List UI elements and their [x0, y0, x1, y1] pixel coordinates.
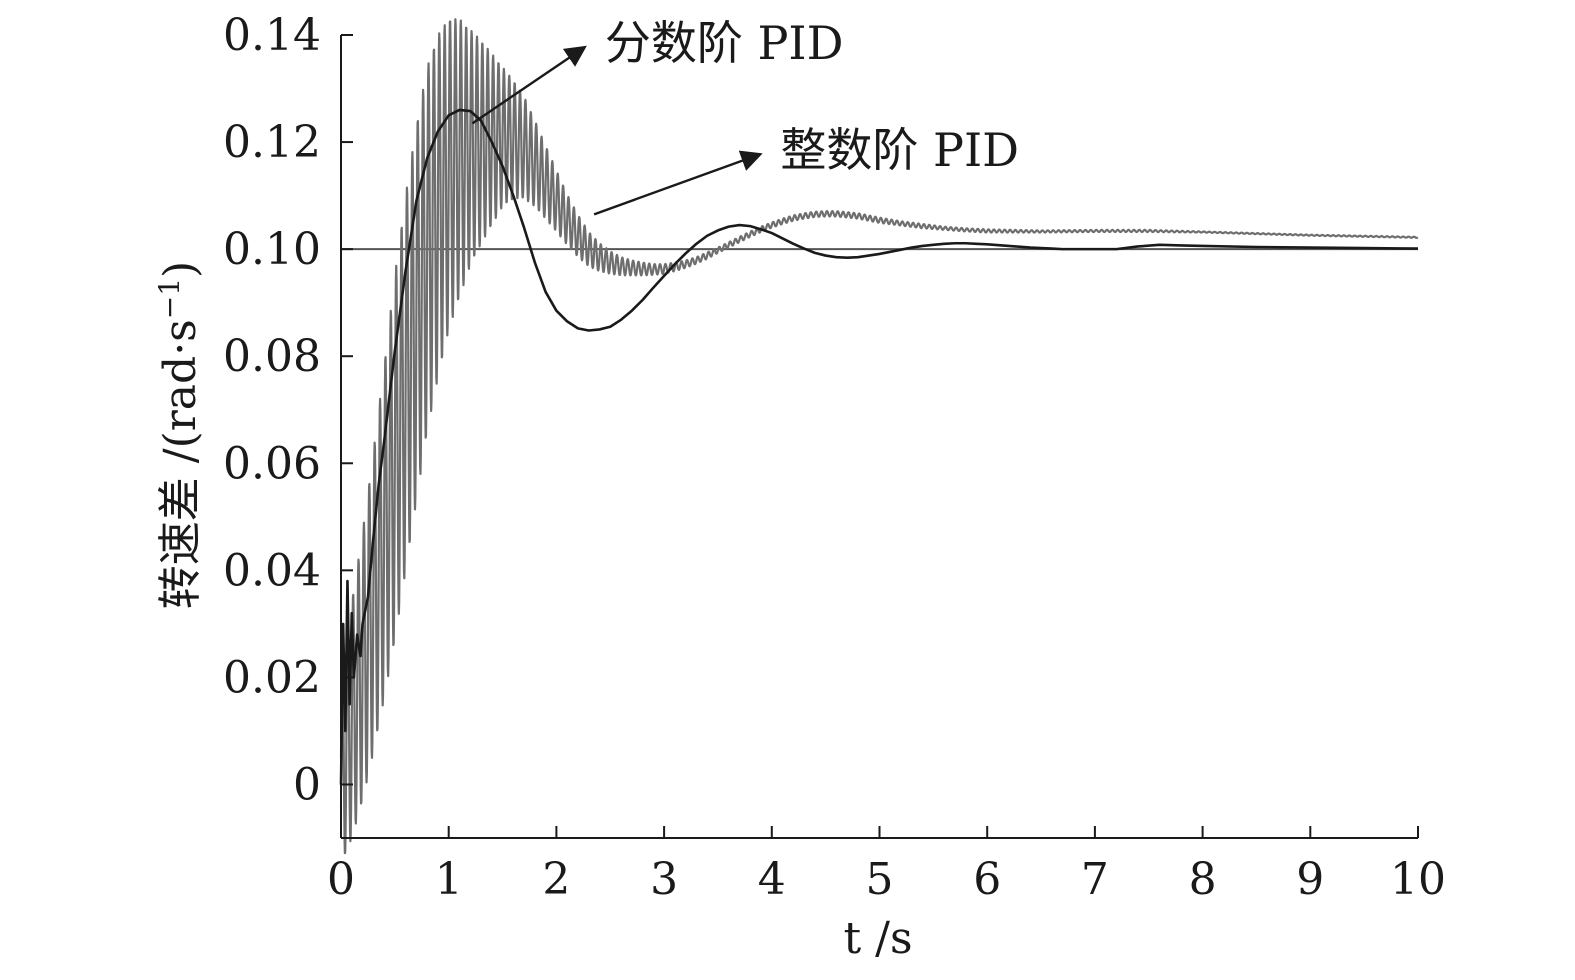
- x-tick-label: 5: [866, 854, 894, 905]
- y-axis-title: 转速差 /(rad·s−1): [153, 261, 206, 609]
- annotation-label: 分数阶 PID: [605, 16, 844, 70]
- x-tick-label: 0: [327, 854, 355, 905]
- y-axis-title-close: ): [155, 261, 206, 278]
- x-tick-label: 2: [542, 854, 570, 905]
- series-line-integer-order-pid: [339, 18, 1419, 855]
- y-tick-label: 0.02: [223, 652, 321, 703]
- y-tick-label: 0.12: [223, 117, 321, 168]
- annotation-label: 整数阶 PID: [780, 123, 1019, 177]
- x-axis: 0 1 2 3 4 5 6 7 8 9 10: [327, 826, 1446, 905]
- y-tick-label: 0.10: [223, 224, 321, 275]
- annotation-arrow: [471, 45, 587, 125]
- x-tick-label: 8: [1189, 854, 1217, 905]
- annotation-arrow: [593, 150, 763, 216]
- x-tick-label: 9: [1296, 854, 1324, 905]
- plot-area: [339, 18, 1419, 855]
- x-tick-label: 7: [1081, 854, 1109, 905]
- y-tick-label: 0.04: [223, 545, 321, 596]
- x-tick-label: 6: [973, 854, 1001, 905]
- y-tick-label: 0.06: [223, 438, 321, 489]
- x-tick-label: 1: [435, 854, 463, 905]
- y-tick-label: 0.14: [223, 10, 321, 61]
- x-tick-label: 3: [650, 854, 678, 905]
- x-axis-title: t /s: [843, 913, 912, 964]
- annotations: 分数阶 PID 整数阶 PID: [471, 16, 1019, 216]
- y-tick-label: 0: [293, 759, 321, 810]
- y-axis-title-main: 转速差 /(rad·s: [155, 319, 206, 609]
- x-tick-label: 4: [758, 854, 786, 905]
- x-tick-label: 10: [1390, 854, 1446, 905]
- series-line-fractional-order-pid: [339, 108, 1419, 785]
- y-axis: 0 0.02 0.04 0.06 0.08 0.10 0.12 0.14: [223, 10, 353, 838]
- y-axis-title-exponent: −1: [153, 278, 186, 319]
- y-tick-label: 0.08: [223, 331, 321, 382]
